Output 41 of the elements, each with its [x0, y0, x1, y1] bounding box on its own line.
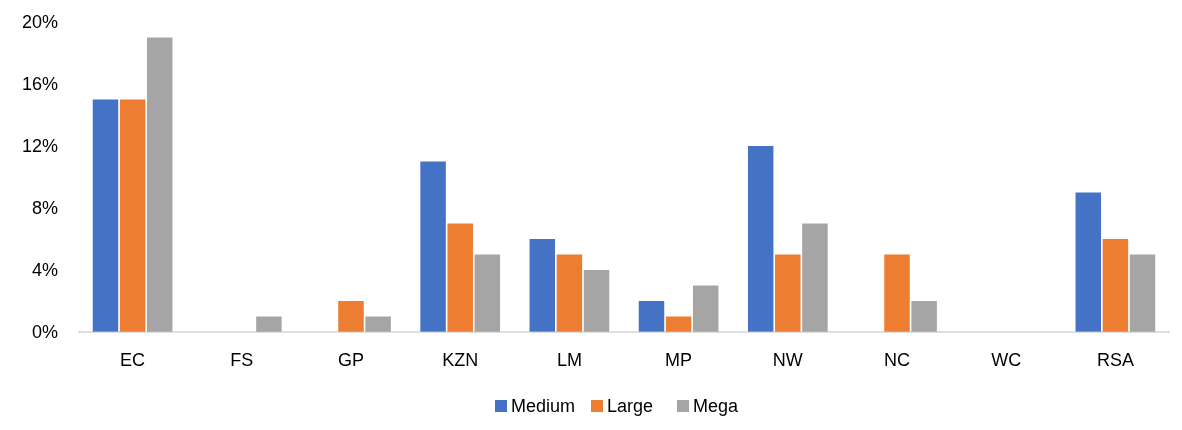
y-tick-label: 12%	[21, 136, 58, 157]
bar	[529, 239, 556, 332]
x-tick-label: GP	[337, 350, 365, 370]
legend-label: Large	[607, 396, 654, 416]
bar	[146, 37, 173, 332]
bar	[474, 254, 501, 332]
bar	[92, 99, 119, 332]
bar	[884, 254, 910, 332]
bar	[447, 223, 473, 332]
y-tick-label: 16%	[21, 74, 58, 95]
bar	[420, 161, 446, 332]
bar	[338, 301, 364, 332]
y-tick-label: 4%	[31, 260, 58, 281]
bar	[747, 146, 774, 332]
x-tick-label: NW	[772, 350, 803, 370]
bar	[692, 285, 719, 332]
x-tick-label: MP	[665, 350, 693, 370]
bar	[775, 254, 801, 332]
y-tick-label: 20%	[21, 12, 58, 33]
legend-label: Medium	[511, 396, 576, 416]
bar	[256, 316, 282, 332]
x-tick-label: KZN	[442, 350, 479, 370]
x-tick-label: RSA	[1096, 350, 1134, 370]
x-tick-label: WC	[991, 350, 1022, 370]
bar	[1129, 254, 1156, 332]
bar	[1075, 192, 1102, 332]
bar	[556, 254, 583, 332]
x-tick-label: NC	[884, 350, 910, 370]
bar	[638, 301, 665, 332]
bar	[1102, 239, 1129, 332]
x-tick-label: EC	[120, 350, 146, 370]
bar	[802, 223, 828, 332]
bar	[119, 99, 146, 332]
bar	[583, 270, 610, 332]
bar	[911, 301, 937, 332]
x-tick-label: FS	[230, 350, 254, 370]
bar	[365, 316, 391, 332]
y-tick-label: 8%	[31, 198, 58, 219]
y-tick-label: 0%	[31, 322, 58, 343]
legend-label: Mega	[693, 396, 740, 416]
x-tick-label: LM	[556, 350, 582, 370]
